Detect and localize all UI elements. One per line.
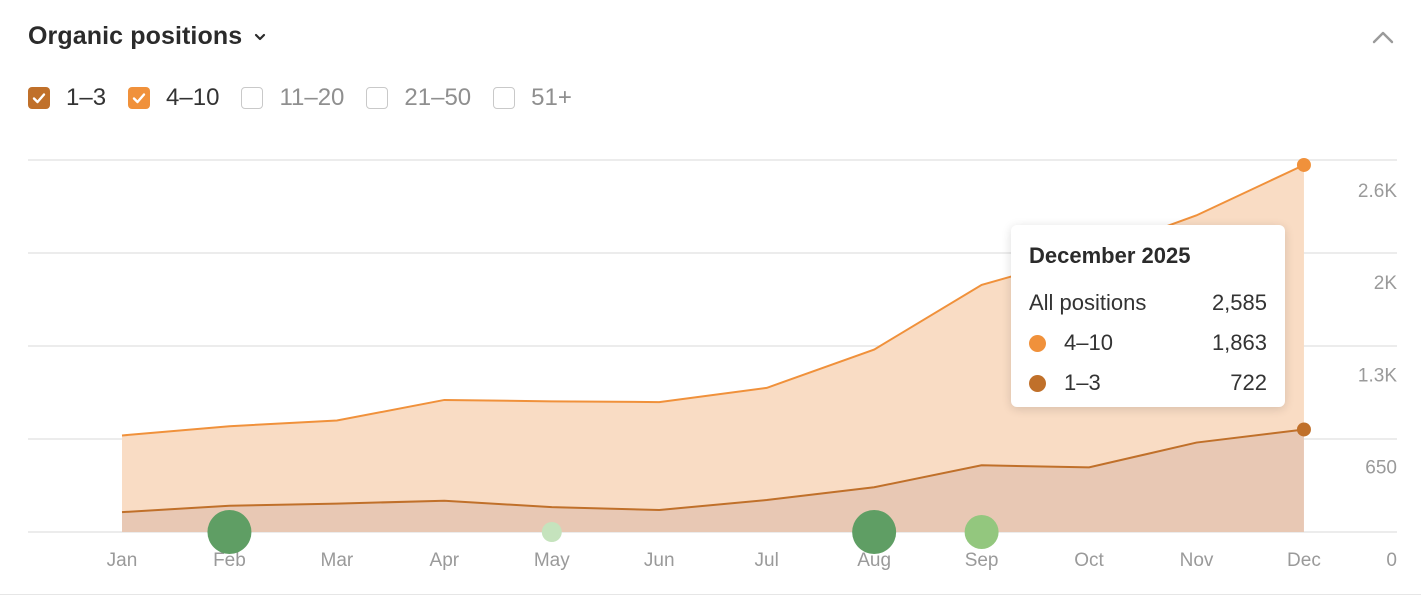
check-icon [132,93,146,104]
x-tick-label: Apr [430,550,460,571]
x-tick-label: Mar [321,550,354,571]
filter-label: 11–20 [279,84,345,111]
tooltip-value-all: 2,585 [1211,290,1267,315]
x-tick-label: Nov [1180,550,1214,571]
filter-11-20[interactable]: 11–20 [241,84,344,112]
checkbox[interactable] [366,87,389,109]
checkbox[interactable] [28,87,50,109]
filter-51plus[interactable]: 51+ [493,84,572,112]
event-marker-aug [852,510,897,554]
x-tick-label: Oct [1074,550,1104,571]
tooltip-value-1-3: 722 [1230,370,1267,395]
tooltip-row-all: All positions 2,585 [1029,283,1267,323]
chevron-up-icon[interactable] [1369,24,1397,52]
bottom-divider [0,594,1421,595]
dot-icon [1029,374,1046,392]
chart-tooltip: December 2025 All positions 2,585 4–10 1… [1011,225,1285,407]
area-4-10 [122,164,1304,513]
y-tick-label: 2.6K [1358,181,1397,202]
filter-label: 4–10 [166,84,220,111]
page-title: Organic positions [28,22,243,50]
filter-label: 21–50 [404,84,472,111]
line-1-3 [121,428,1305,514]
area-1-3 [122,429,1304,532]
checkbox[interactable] [241,87,264,109]
filter-21-50[interactable]: 21–50 [366,84,471,112]
x-tick-label: Jul [755,550,779,571]
tooltip-row-4-10: 4–10 1,863 [1029,323,1267,363]
tooltip-title: December 2025 [1029,243,1191,268]
tooltip-value-4-10: 1,863 [1211,330,1267,355]
event-marker-sep [964,515,999,549]
organic-positions-header[interactable]: Organic positions [28,22,268,51]
x-tick-label: Feb [213,550,246,571]
tooltip-label-4-10: 4–10 [1064,330,1113,355]
x-tick-label: Jan [107,550,138,571]
dot-icon [1029,334,1046,352]
y-tick-label: 0 [1386,550,1397,571]
y-tick-label: 1.3K [1358,365,1397,386]
event-marker-may [541,522,562,542]
x-tick-label: May [534,550,570,571]
x-tick-label: Dec [1287,550,1321,571]
tooltip-label-1-3: 1–3 [1064,370,1101,395]
point-4-10-dec [1296,157,1311,172]
checkbox[interactable] [493,87,516,109]
x-tick-label: Aug [857,550,891,571]
event-marker-feb [207,510,252,554]
y-tick-label: 2K [1374,273,1398,294]
check-icon [32,93,46,104]
y-tick-label: 650 [1365,458,1397,479]
x-tick-label: Sep [965,550,999,571]
filter-label: 51+ [531,84,572,111]
point-1-3-dec [1296,422,1311,437]
tooltip-label-all: All positions [1029,290,1147,315]
x-tick-label: Jun [644,550,675,571]
filter-label: 1–3 [66,84,107,111]
checkbox[interactable] [128,87,151,109]
tooltip-row-1-3: 1–3 722 [1029,363,1267,403]
filter-4-10[interactable]: 4–10 [128,84,219,112]
position-filters: 1–3 4–10 11–20 21–50 51+ [28,84,594,112]
chevron-down-icon [255,33,266,40]
filter-1-3[interactable]: 1–3 [28,84,106,112]
